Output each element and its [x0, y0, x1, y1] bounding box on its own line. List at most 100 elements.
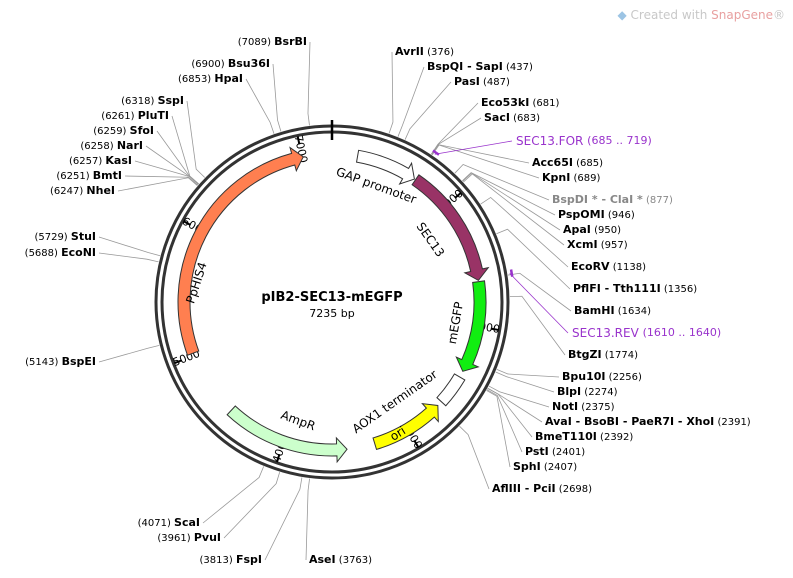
- enzyme-name: BtgZI: [568, 348, 602, 361]
- leader-line: [186, 100, 206, 178]
- enzyme-site-bsu36i: (6900) Bsu36I: [191, 57, 270, 70]
- leader-line: [307, 41, 311, 126]
- feature-ori: [372, 402, 439, 451]
- enzyme-position: (2407): [541, 462, 578, 473]
- leader-line: [431, 117, 482, 155]
- enzyme-position: (6900): [191, 59, 227, 70]
- enzyme-position: (1356): [661, 284, 698, 295]
- enzyme-site-nari: (6258) NarI: [80, 139, 143, 152]
- enzyme-site-ecorv: EcoRV (1138): [571, 260, 646, 273]
- enzyme-name: BmeT110I: [535, 430, 597, 443]
- leader-line: [462, 172, 561, 231]
- enzyme-name: Bsu36I: [228, 57, 270, 70]
- enzyme-name: XcmI: [567, 238, 598, 251]
- plasmid-backbone: [154, 120, 510, 480]
- plasmid-length: 7235 bp: [309, 307, 354, 320]
- leader-line: [397, 66, 425, 137]
- enzyme-position: (946): [605, 210, 635, 221]
- tick-mark: [183, 220, 192, 226]
- feature-label-megfp: mEGFP: [445, 301, 466, 346]
- enzyme-site-sfoi: (6259) SfoI: [93, 124, 154, 137]
- tick-mark: [174, 359, 183, 365]
- enzyme-leader-lines: [98, 41, 572, 561]
- enzyme-position: (3813): [200, 555, 236, 566]
- enzyme-name: AflIII - PciI: [492, 482, 556, 495]
- leader-line: [509, 295, 566, 356]
- enzyme-site-blpi: BlpI (2274): [557, 385, 618, 398]
- watermark-brand: SnapGene: [711, 8, 773, 22]
- enzyme-position: (6257): [69, 156, 105, 167]
- leader-line: [496, 228, 571, 290]
- leader-line: [480, 196, 569, 268]
- enzyme-site-pvui: (3961) PvuI: [157, 531, 221, 544]
- enzyme-name: PspOMI: [558, 208, 605, 221]
- enzyme-site-pluti: (6261) PluTI: [101, 109, 169, 122]
- enzyme-name: SspI: [158, 94, 184, 107]
- enzyme-name: AseI: [309, 553, 336, 566]
- enzyme-site-hpai: (6853) HpaI: [178, 72, 243, 85]
- enzyme-site-bpu10i: Bpu10I (2256): [562, 370, 642, 383]
- enzyme-position: (376): [424, 47, 454, 58]
- enzyme-name: AvrII: [395, 45, 424, 58]
- enzyme-name: EcoNI: [61, 246, 96, 259]
- enzyme-site-afliii-pcii: AflIII - PciI (2698): [492, 482, 592, 495]
- leader-line: [245, 78, 275, 134]
- feature-label-aox1: AOX1 terminator: [350, 367, 440, 436]
- enzyme-name: SphI: [513, 460, 541, 473]
- enzyme-site-pflfi-tth111i: PflFI - Tth111I (1356): [573, 282, 697, 295]
- feature-pphis4: [177, 146, 304, 356]
- enzyme-name: HpaI: [214, 72, 243, 85]
- primer-leader: [434, 140, 513, 155]
- enzyme-name: BsrBI: [274, 35, 307, 48]
- leader-line: [454, 164, 550, 201]
- enzyme-position: (2401): [549, 447, 586, 458]
- leader-line: [223, 472, 281, 539]
- leader-line: [264, 477, 303, 561]
- leader-line: [486, 390, 511, 468]
- enzyme-name: PflFI - Tth111I: [573, 282, 661, 295]
- enzyme-position: (3763): [336, 555, 373, 566]
- primer-mark: [432, 149, 440, 156]
- enzyme-site-sspi: (6318) SspI: [121, 94, 184, 107]
- enzyme-position: (6853): [178, 74, 214, 85]
- enzyme-name: PvuI: [194, 531, 221, 544]
- enzyme-name: BlpI: [557, 385, 581, 398]
- enzyme-position: (437): [503, 62, 533, 73]
- leader-line: [507, 272, 572, 312]
- feature-ampr: [226, 405, 348, 464]
- enzyme-site-bamhi: BamHI (1634): [574, 304, 651, 317]
- enzyme-site-stui: (5729) StuI: [34, 230, 96, 243]
- enzyme-site-acc65i: Acc65I (685): [532, 156, 603, 169]
- enzyme-name: BspDI * - ClaI *: [552, 193, 643, 206]
- enzyme-name: SacI: [484, 111, 510, 124]
- enzyme-position: (7089): [238, 37, 274, 48]
- enzyme-name: Bpu10I: [562, 370, 606, 383]
- leader-line: [272, 63, 282, 132]
- primer-mark: [509, 269, 514, 277]
- enzyme-name: BmtI: [93, 169, 122, 182]
- feature-sec13: [411, 174, 490, 282]
- leader-line: [488, 385, 550, 408]
- enzyme-position: (2375): [578, 402, 615, 413]
- enzyme-site-avai-bsobi-paer7i-xhoi: AvaI - BsoBI - PaeR7I - XhoI (2391): [545, 415, 751, 428]
- enzyme-position: (683): [510, 113, 540, 124]
- enzyme-site-pspomi: PspOMI (946): [558, 208, 635, 221]
- leader-line: [404, 81, 452, 140]
- tick-mark: [490, 327, 499, 331]
- enzyme-name: Acc65I: [532, 156, 573, 169]
- primer-name: SEC13.REV: [572, 326, 643, 340]
- enzyme-position: (2274): [581, 387, 618, 398]
- enzyme-name: NarI: [117, 139, 143, 152]
- watermark-suffix: ®: [773, 8, 785, 22]
- enzyme-site-kpni: KpnI (689): [542, 171, 600, 184]
- enzyme-position: (957): [598, 240, 628, 251]
- enzyme-position: (6251): [56, 171, 92, 182]
- enzyme-name: EcoRV: [571, 260, 610, 273]
- leader-line: [487, 388, 533, 438]
- primers: SEC13.FOR (685 .. 719) SEC13.REV (1610 ..…: [432, 134, 721, 340]
- enzyme-name: SfoI: [130, 124, 154, 137]
- feature-gap: [355, 149, 415, 185]
- watermark-prefix: Created with: [630, 8, 712, 22]
- enzyme-site-econi: (5688) EcoNI: [25, 246, 96, 259]
- enzyme-position: (5688): [25, 248, 61, 259]
